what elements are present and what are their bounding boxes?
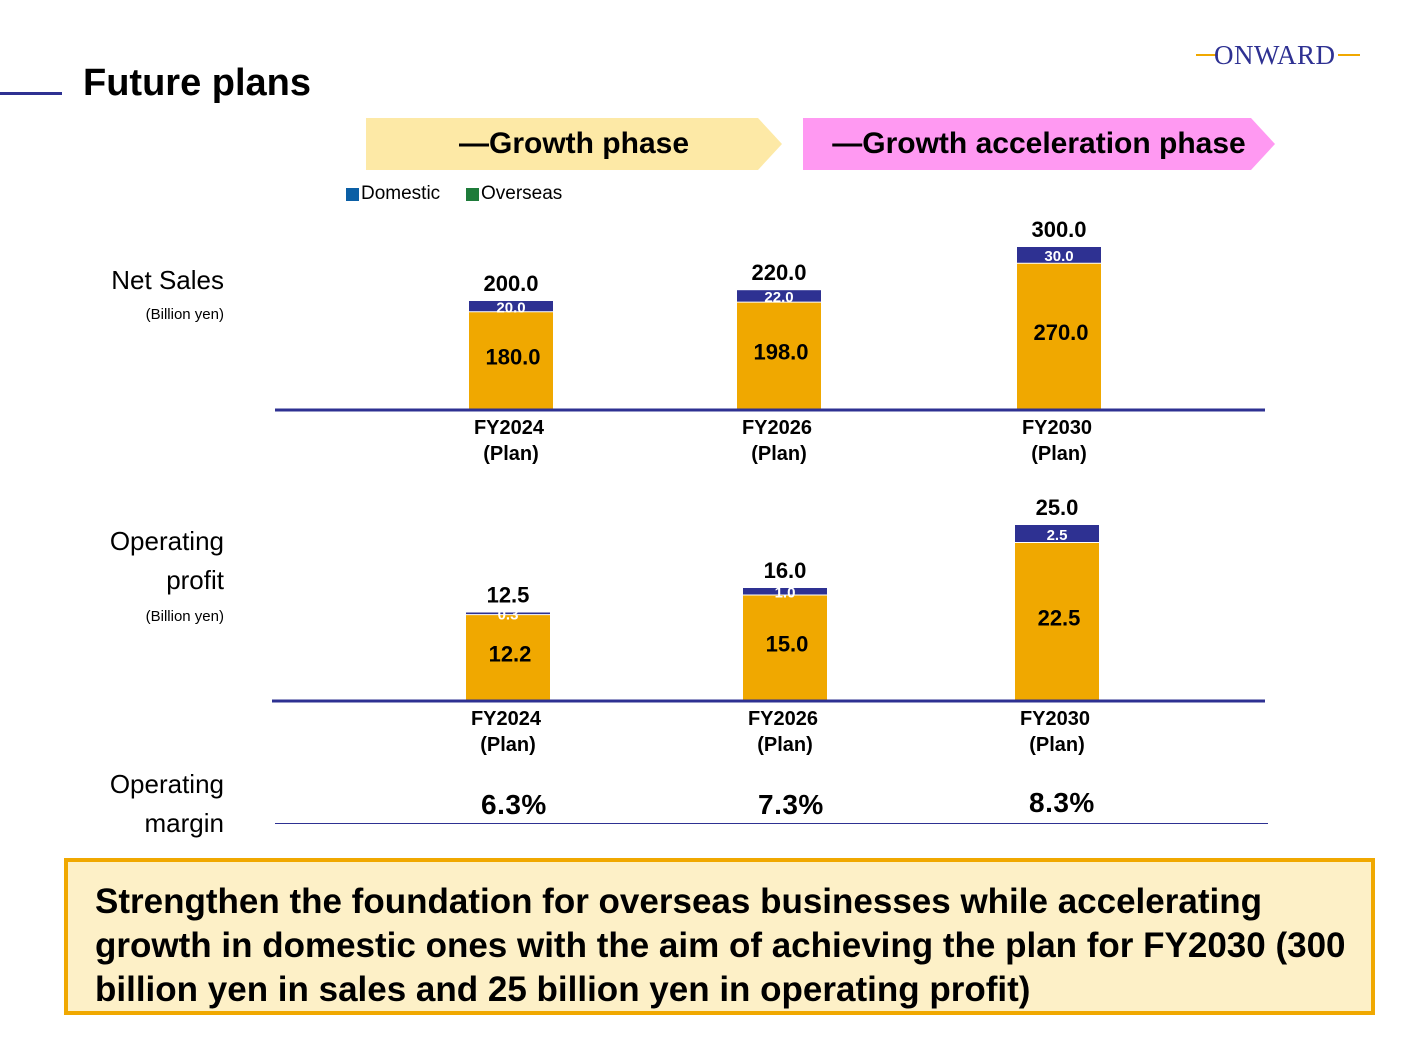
summary-box: Strengthen the foundation for overseas b…	[64, 858, 1375, 1015]
operating-profit-category-plan-fy2026: (Plan)	[757, 734, 813, 756]
net-sales-label-total-fy2030: 300.0	[1031, 217, 1086, 242]
stacked-bar-charts: 180.0 20.0 200.0 FY2024 (Plan) 198.0 22.0 220.0…	[272, 217, 1265, 756]
operating-profit-category-plan-fy2030: (Plan)	[1029, 734, 1085, 756]
operating-profit-category-fy2024: FY2024	[471, 708, 542, 730]
summary-text: Strengthen the foundation for overseas b…	[95, 882, 1346, 1009]
net-sales-label: Net Sales	[111, 265, 224, 295]
operating-profit-label-total-fy2024: 12.5	[487, 583, 530, 608]
operating-profit-label-overseas-fy2026: 1.0	[775, 585, 796, 602]
title-accent-line	[0, 92, 62, 95]
operating-profit-bar-domestic-fy2024	[466, 614, 550, 700]
operating-profit-bar-overseas-fy2030	[1015, 525, 1099, 543]
net-sales-category-plan-fy2024: (Plan)	[483, 443, 539, 465]
net-sales-label-domestic-fy2024: 180.0	[485, 344, 540, 369]
net-sales-bar-overseas-fy2024	[469, 301, 553, 312]
legend-overseas-swatch	[466, 187, 479, 201]
operating-margin-baseline	[275, 823, 1268, 824]
legend-domestic-label: Domestic	[361, 183, 441, 204]
net-sales-label-total-fy2026: 220.0	[751, 260, 806, 285]
operating-profit-label-total-fy2026: 16.0	[764, 558, 807, 583]
operating-margin-label-line2: margin	[144, 808, 224, 838]
net-sales-bar-domestic-fy2026	[737, 302, 821, 409]
operating-profit-label-line2: profit	[166, 565, 224, 595]
net-sales-unit: (Billion yen)	[145, 306, 224, 323]
net-sales-label-overseas-fy2030: 30.0	[1044, 248, 1073, 265]
legend-overseas: Overseas	[466, 183, 562, 205]
legend-overseas-label: Overseas	[481, 183, 563, 204]
operating-profit-unit: (Billion yen)	[145, 608, 224, 625]
operating-profit-category-plan-fy2024: (Plan)	[480, 734, 536, 756]
page-title: Future plans	[83, 62, 312, 104]
net-sales-bar-domestic-fy2024	[469, 311, 553, 409]
operating-profit-bar-domestic-fy2026	[743, 595, 827, 700]
operating-profit-label-line1: Operating	[109, 526, 224, 556]
net-sales-label-domestic-fy2030: 270.0	[1033, 320, 1088, 345]
net-sales-category-plan-fy2026: (Plan)	[751, 443, 807, 465]
operating-profit-bar-overseas-fy2026	[743, 588, 827, 595]
net-sales-bar-overseas-fy2030	[1017, 247, 1101, 264]
operating-profit-label-domestic-fy2030: 22.5	[1038, 605, 1081, 630]
onward-logo: ONWARD	[1196, 38, 1360, 72]
net-sales-label-domestic-fy2026: 198.0	[753, 340, 808, 365]
operating-profit-label-overseas-fy2024: 0.3	[498, 607, 519, 624]
net-sales-category-fy2030: FY2030	[1022, 417, 1092, 439]
legend-domestic: Domestic	[346, 183, 440, 205]
operating-profit-label-total-fy2030: 25.0	[1036, 495, 1079, 520]
operating-margin-label-line1: Operating	[109, 769, 224, 799]
logo-text: ONWARD	[1214, 40, 1336, 70]
net-sales-bar-overseas-fy2026	[737, 290, 821, 303]
growth-acceleration-phase-arrow: —Growth acceleration phase	[803, 118, 1275, 170]
operating-profit-label-overseas-fy2030: 2.5	[1047, 527, 1068, 544]
net-sales-label-total-fy2024: 200.0	[483, 271, 538, 296]
operating-profit-label-domestic-fy2024: 12.2	[489, 641, 532, 666]
operating-margin-fy2030: 8.3%	[1029, 787, 1095, 818]
operating-profit-label-domestic-fy2026: 15.0	[766, 632, 809, 657]
operating-margin-fy2024: 6.3%	[481, 789, 547, 820]
operating-profit-bar-overseas-fy2024	[466, 612, 550, 615]
operating-margin-fy2026: 7.3%	[758, 789, 824, 820]
operating-profit-category-fy2030: FY2030	[1020, 708, 1090, 730]
legend-domestic-swatch	[346, 187, 359, 201]
net-sales-bar-domestic-fy2030	[1017, 263, 1101, 409]
net-sales-label-overseas-fy2026: 22.0	[764, 289, 793, 306]
net-sales-category-fy2024: FY2024	[474, 417, 545, 439]
growth-phase-arrow: —Growth phase	[366, 118, 782, 170]
net-sales-label-overseas-fy2024: 20.0	[496, 299, 525, 316]
net-sales-category-plan-fy2030: (Plan)	[1031, 443, 1087, 465]
net-sales-category-fy2026: FY2026	[742, 417, 812, 439]
operating-profit-bar-domestic-fy2030	[1015, 542, 1099, 700]
operating-profit-category-fy2026: FY2026	[748, 708, 818, 730]
